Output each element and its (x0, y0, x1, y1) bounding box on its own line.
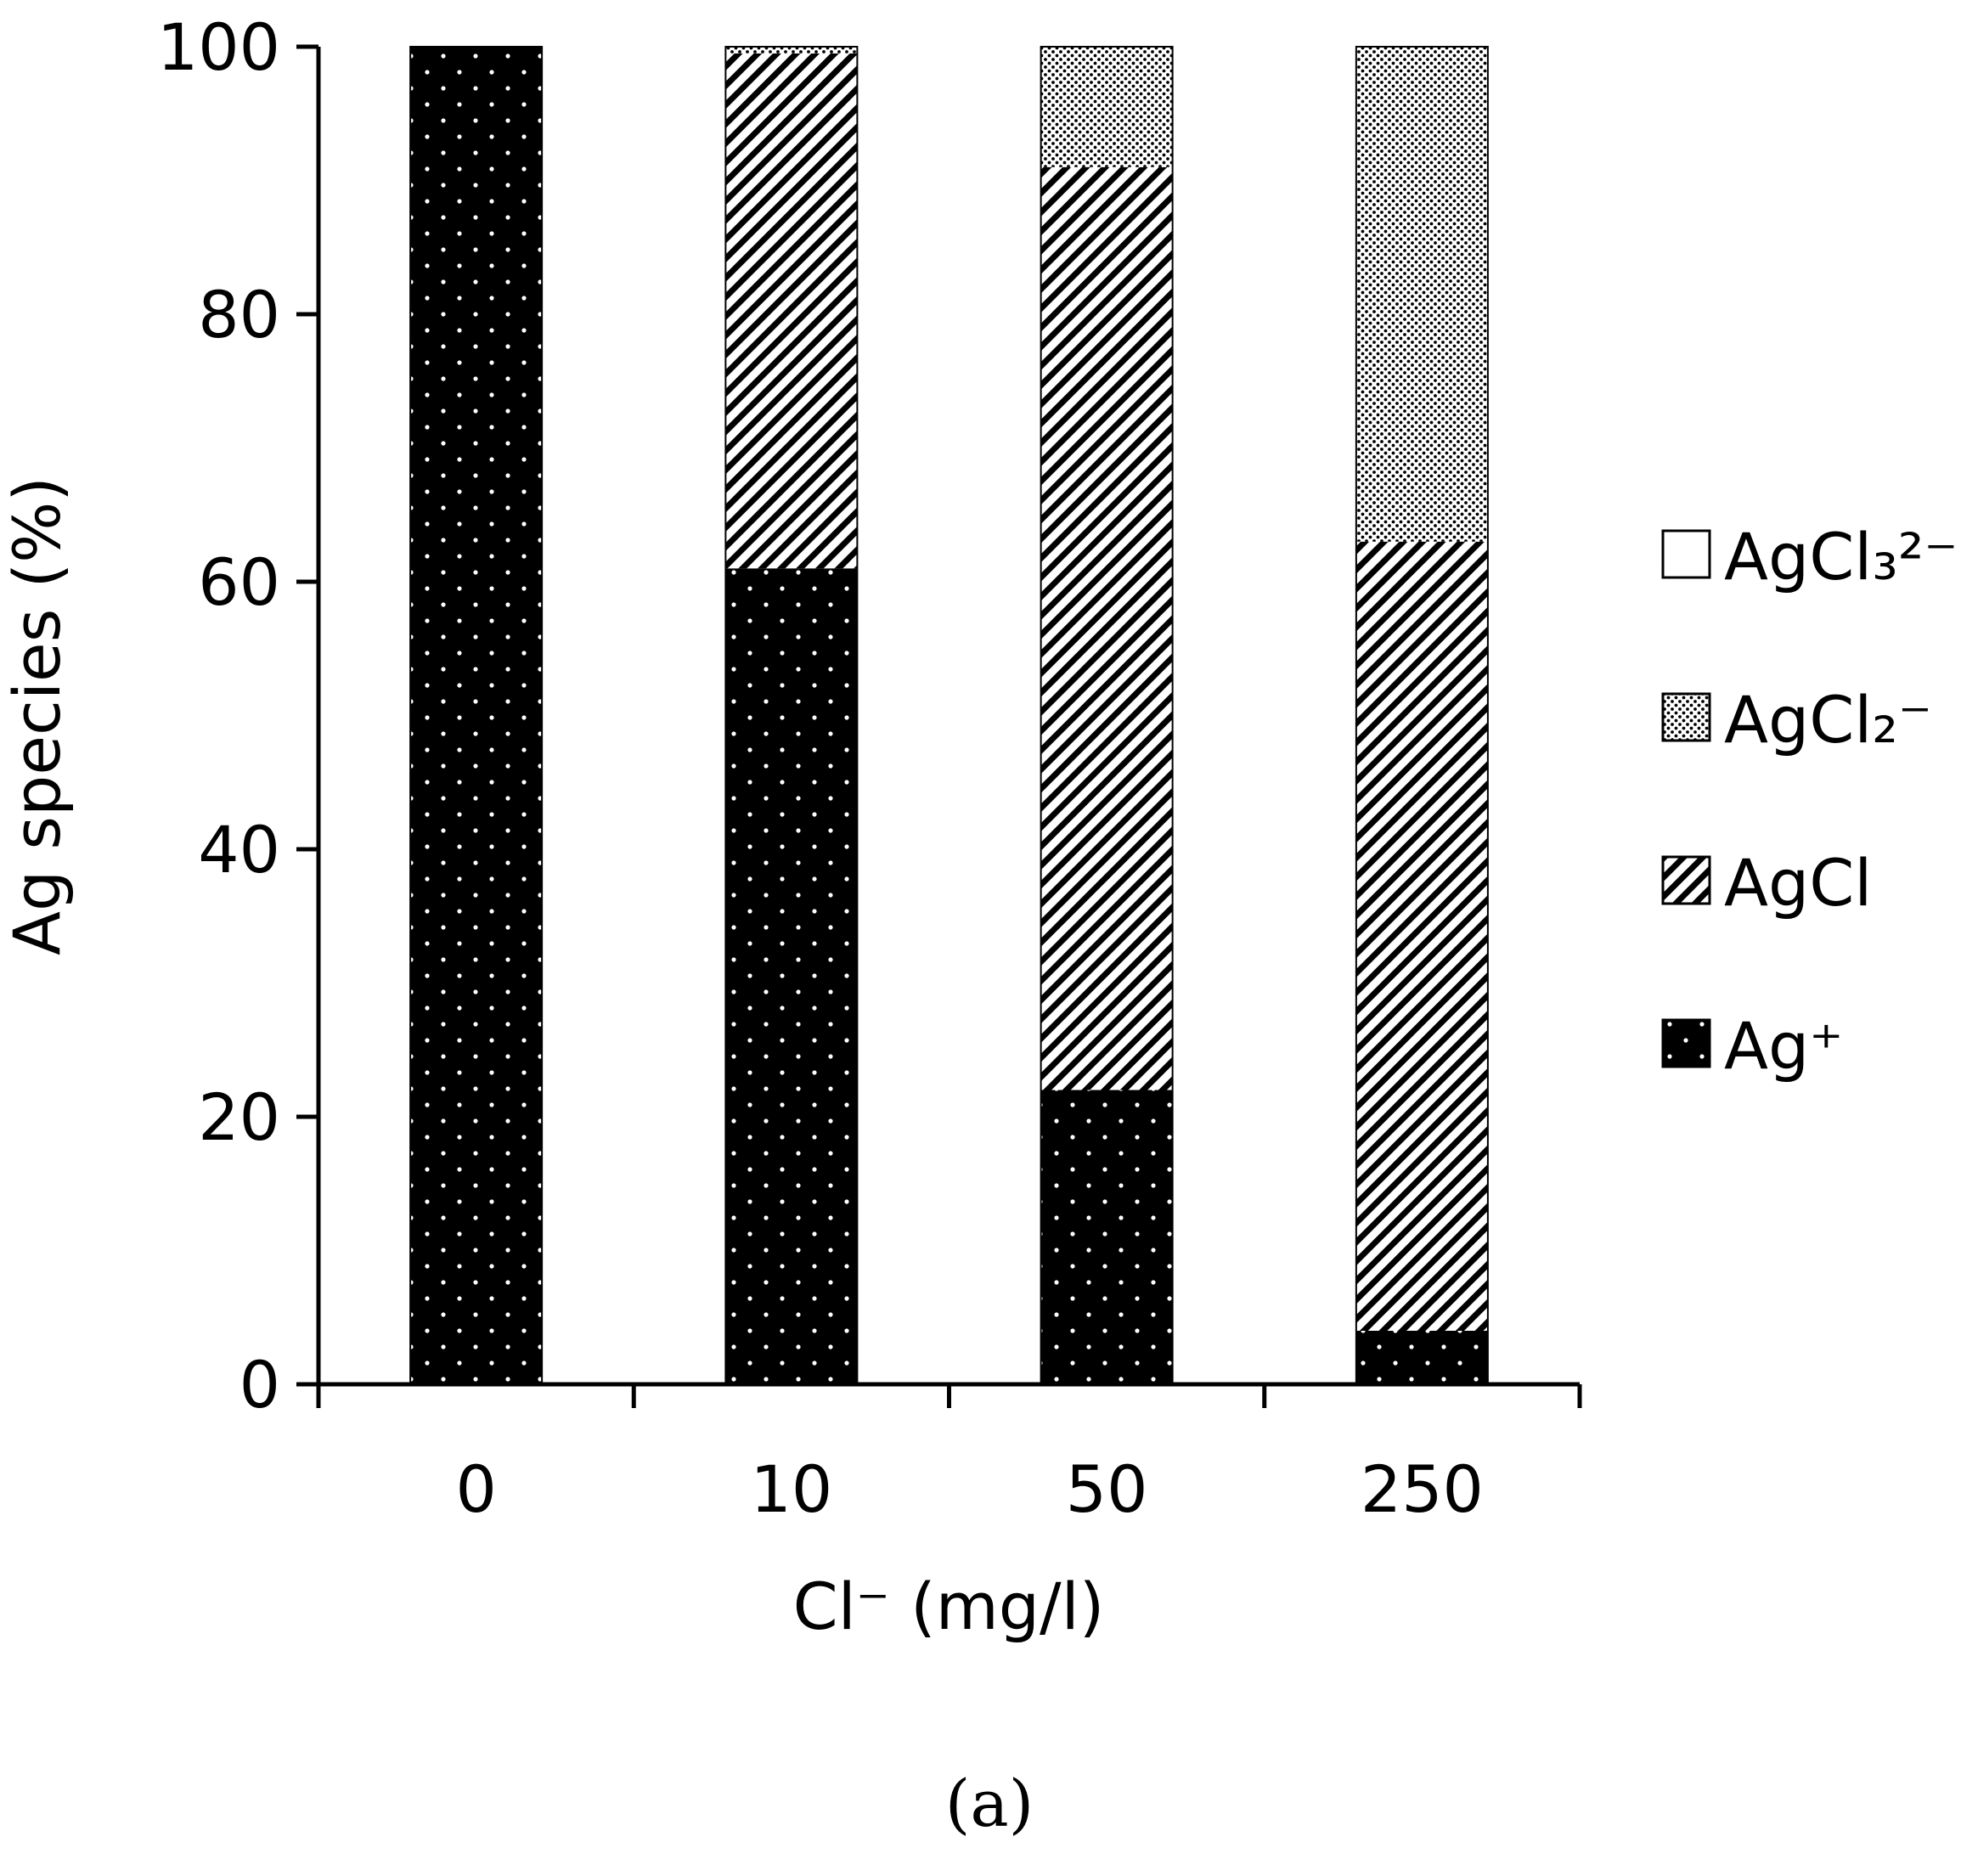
y-tick-label: 100 (157, 9, 280, 85)
y-tick-label: 60 (198, 544, 280, 620)
x-tick-label: 250 (1361, 1451, 1484, 1527)
legend-label: Ag⁺ (1724, 1008, 1843, 1084)
y-tick-label: 40 (198, 812, 280, 887)
x-tick-label: 0 (455, 1451, 496, 1527)
legend-label: AgCl (1724, 845, 1872, 921)
legend-label: AgCl₂⁻ (1724, 682, 1932, 758)
bar-segment-fine-dots-50 (1040, 47, 1173, 167)
y-tick-label: 80 (198, 277, 280, 352)
x-ticks: 0 10 50 250 (316, 1384, 1582, 1527)
y-axis-label: Ag species (%) (0, 476, 75, 955)
legend-swatch-diagonal-hatch (1661, 855, 1711, 905)
bar-segment-dots-on-black-50 (1040, 1090, 1173, 1384)
panel-label: (a) (945, 1766, 1034, 1841)
bar-segment-fine-dots-10 (725, 47, 858, 54)
x-axis-label: Cl⁻ (mg/l) (793, 1569, 1105, 1644)
bar-segment-diagonal-hatch-250 (1355, 541, 1488, 1331)
bar-segment-diagonal-hatch-10 (725, 53, 858, 569)
bar-segment-dots-on-black-10 (725, 568, 858, 1384)
legend-swatch-dots-on-black (1661, 1018, 1711, 1068)
bar-segment-dots-on-black-250 (1355, 1331, 1488, 1384)
y-ticks: 0 20 40 60 80 100 (157, 9, 318, 1422)
legend: AgCl₃²⁻ AgCl₂⁻ AgCl Ag⁺ (1661, 519, 1958, 1084)
bar-segment-diagonal-hatch-50 (1040, 166, 1173, 1090)
y-tick-label: 20 (198, 1079, 280, 1155)
y-tick-label: 0 (239, 1347, 280, 1422)
legend-swatch-fine-dots (1661, 692, 1711, 742)
legend-swatch-white (1661, 529, 1711, 579)
x-tick-label: 10 (751, 1451, 833, 1527)
bar-segment-dots-on-black-0 (410, 47, 543, 1384)
bar-segment-fine-dots-250 (1355, 47, 1488, 542)
x-tick-label: 50 (1066, 1451, 1148, 1527)
bars-layer (409, 46, 1489, 1385)
legend-label: AgCl₃²⁻ (1724, 519, 1958, 594)
